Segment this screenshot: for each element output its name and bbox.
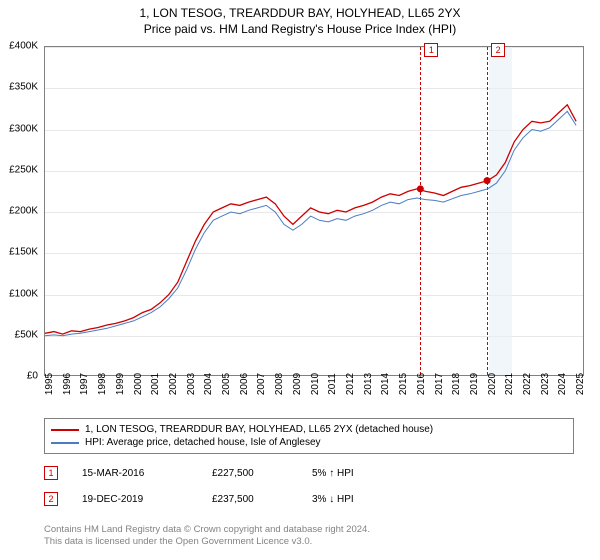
title-subtitle: Price paid vs. HM Land Registry's House … xyxy=(0,20,600,36)
x-tick-label: 2022 xyxy=(522,373,533,395)
x-tick-label: 2004 xyxy=(203,373,214,395)
x-tick-label: 2008 xyxy=(274,373,285,395)
legend-swatch xyxy=(51,442,79,444)
x-tick-label: 2015 xyxy=(398,373,409,395)
title-address: 1, LON TESOG, TREARDDUR BAY, HOLYHEAD, L… xyxy=(0,0,600,20)
y-tick-label: £50K xyxy=(15,329,38,340)
x-tick-label: 2009 xyxy=(292,373,303,395)
tx-diff-2: 3% ↓ HPI xyxy=(312,494,432,505)
tx-date-1: 15-MAR-2016 xyxy=(82,468,212,479)
transaction-row-2: 2 19-DEC-2019 £237,500 3% ↓ HPI xyxy=(44,492,584,506)
y-tick-label: £350K xyxy=(9,82,38,93)
transaction-row-1: 1 15-MAR-2016 £227,500 5% ↑ HPI xyxy=(44,466,584,480)
x-tick-label: 2021 xyxy=(504,373,515,395)
plot-region: 12 xyxy=(44,46,584,376)
y-tick-label: £200K xyxy=(9,206,38,217)
legend-box: 1, LON TESOG, TREARDDUR BAY, HOLYHEAD, L… xyxy=(44,418,574,454)
x-tick-label: 2018 xyxy=(451,373,462,395)
y-tick-label: £150K xyxy=(9,247,38,258)
tx-date-2: 19-DEC-2019 xyxy=(82,494,212,505)
x-tick-label: 2020 xyxy=(487,373,498,395)
x-tick-label: 2014 xyxy=(380,373,391,395)
x-tick-label: 2019 xyxy=(469,373,480,395)
x-tick-label: 2002 xyxy=(168,373,179,395)
x-tick-label: 2000 xyxy=(133,373,144,395)
chart-container: 1, LON TESOG, TREARDDUR BAY, HOLYHEAD, L… xyxy=(0,0,600,560)
x-tick-label: 1995 xyxy=(44,373,55,395)
x-tick-label: 1999 xyxy=(115,373,126,395)
x-tick-label: 2012 xyxy=(345,373,356,395)
tx-price-2: £237,500 xyxy=(212,494,312,505)
x-tick-label: 1998 xyxy=(97,373,108,395)
x-tick-label: 1996 xyxy=(62,373,73,395)
y-tick-label: £0 xyxy=(27,371,38,382)
legend-label: 1, LON TESOG, TREARDDUR BAY, HOLYHEAD, L… xyxy=(85,424,433,435)
legend-swatch xyxy=(51,429,79,431)
x-tick-label: 2016 xyxy=(416,373,427,395)
x-tick-label: 2010 xyxy=(310,373,321,395)
y-tick-label: £400K xyxy=(9,41,38,52)
footer-line2: This data is licensed under the Open Gov… xyxy=(44,536,312,547)
tx-marker-2: 2 xyxy=(44,492,58,506)
footer-line1: Contains HM Land Registry data © Crown c… xyxy=(44,524,370,535)
x-tick-label: 2023 xyxy=(540,373,551,395)
tx-price-1: £227,500 xyxy=(212,468,312,479)
event-dot xyxy=(417,185,424,192)
x-tick-label: 2003 xyxy=(186,373,197,395)
x-tick-label: 2005 xyxy=(221,373,232,395)
y-tick-label: £100K xyxy=(9,288,38,299)
event-dot xyxy=(484,177,491,184)
y-tick-label: £250K xyxy=(9,164,38,175)
x-tick-label: 2011 xyxy=(327,373,338,395)
legend-label: HPI: Average price, detached house, Isle… xyxy=(85,437,321,448)
x-tick-label: 2017 xyxy=(434,373,445,395)
y-tick-label: £300K xyxy=(9,123,38,134)
tx-marker-1: 1 xyxy=(44,466,58,480)
chart-area: 12 £0£50K£100K£150K£200K£250K£300K£350K£… xyxy=(44,46,584,376)
x-tick-label: 2007 xyxy=(256,373,267,395)
x-tick-label: 2006 xyxy=(239,373,250,395)
legend-item: 1, LON TESOG, TREARDDUR BAY, HOLYHEAD, L… xyxy=(51,423,567,436)
footer-attribution: Contains HM Land Registry data © Crown c… xyxy=(44,524,370,549)
x-tick-label: 2025 xyxy=(575,373,586,395)
x-tick-label: 2013 xyxy=(363,373,374,395)
x-tick-label: 2001 xyxy=(150,373,161,395)
series-line xyxy=(45,105,576,334)
x-tick-label: 1997 xyxy=(79,373,90,395)
tx-diff-1: 5% ↑ HPI xyxy=(312,468,432,479)
x-tick-label: 2024 xyxy=(557,373,568,395)
series-line xyxy=(45,111,576,335)
legend-item: HPI: Average price, detached house, Isle… xyxy=(51,436,567,449)
